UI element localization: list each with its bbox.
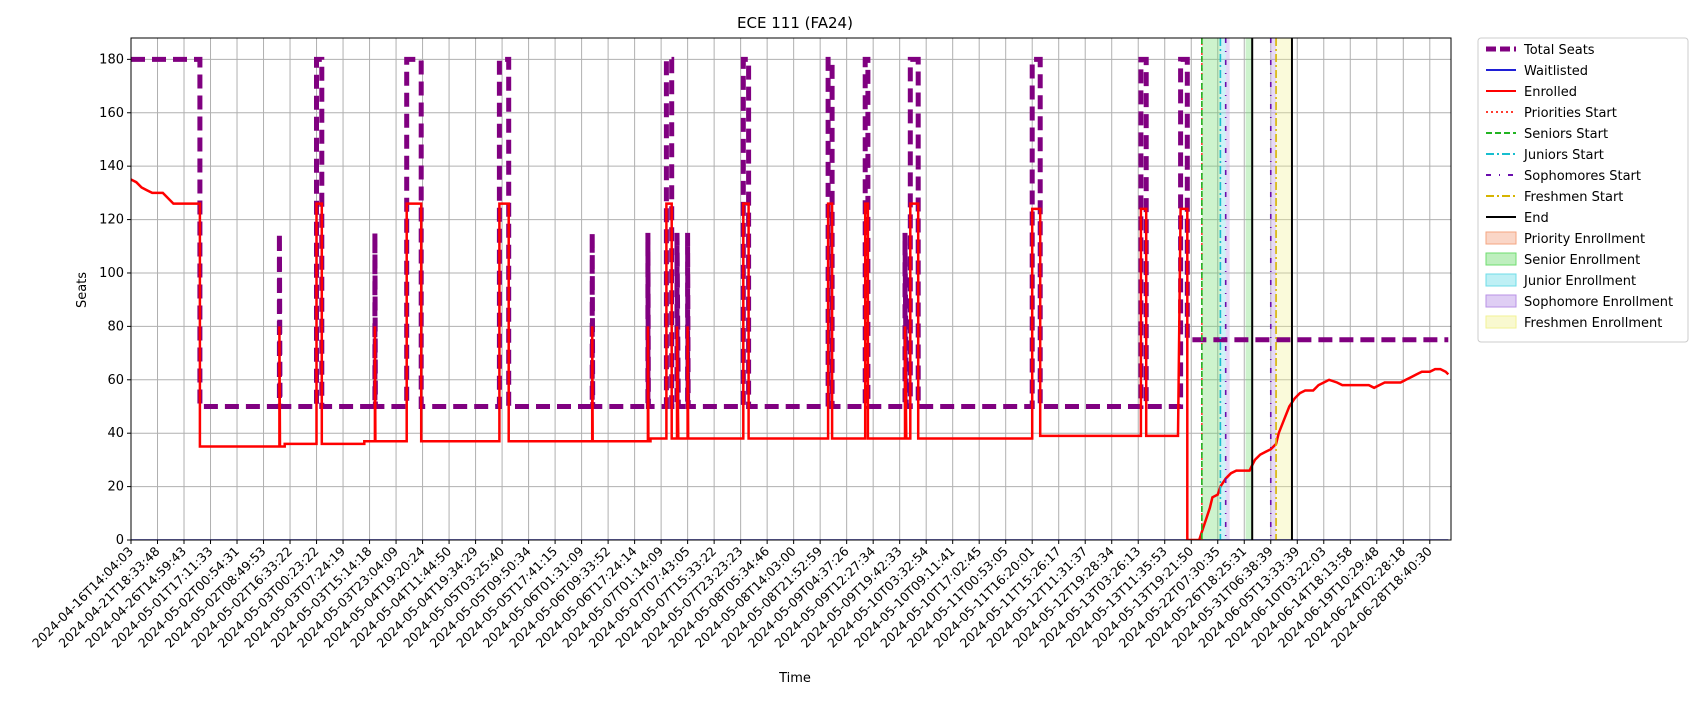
legend-label: End (1524, 211, 1549, 226)
plot-area (131, 38, 1451, 540)
y-tick-label: 60 (107, 373, 124, 388)
legend-label: Sophomores Start (1524, 169, 1641, 184)
y-tick-label: 80 (107, 319, 124, 334)
vertical-markers (1201, 38, 1293, 540)
legend-swatch (1485, 294, 1517, 308)
shaded-region (1245, 38, 1253, 540)
legend-swatch (1485, 252, 1517, 266)
chart-title: ECE 111 (FA24) (737, 14, 853, 32)
legend-label: Freshmen Start (1524, 190, 1623, 205)
plot-background (131, 38, 1451, 540)
legend-label: Seniors Start (1524, 127, 1608, 142)
y-tick-label: 180 (99, 52, 124, 67)
legend-label: Priorities Start (1524, 106, 1617, 121)
shaded-region (1220, 38, 1226, 540)
y-tick-label: 0 (116, 533, 124, 548)
legend-label: Junior Enrollment (1523, 274, 1636, 289)
y-tick-label: 100 (99, 266, 124, 281)
legend: Total Seats Waitlisted Enrolled Priorities … (1477, 37, 1689, 343)
legend-label: Total Seats (1523, 43, 1595, 58)
plot-frame (130, 37, 1452, 541)
x-axis-label: Time (778, 671, 811, 686)
series-line-enrolled (131, 178, 1450, 540)
legend-box (1477, 37, 1689, 343)
legend-label: Juniors Start (1523, 148, 1604, 163)
y-axis-label: Seats (75, 272, 90, 308)
legend-swatch (1485, 315, 1517, 329)
legend-label: Priority Enrollment (1524, 232, 1645, 247)
y-tick-label: 140 (99, 159, 124, 174)
y-tick-label: 40 (107, 426, 124, 441)
legend-label: Enrolled (1524, 85, 1577, 100)
legend-swatch (1485, 231, 1517, 245)
shaded-regions (1201, 38, 1292, 540)
legend-label: Waitlisted (1524, 64, 1588, 79)
y-tick-label: 160 (99, 106, 124, 121)
legend-label: Sophomore Enrollment (1524, 295, 1673, 310)
shaded-region (1276, 38, 1292, 540)
legend-label: Freshmen Enrollment (1524, 316, 1662, 331)
legend-swatch (1485, 273, 1517, 287)
axes: 0204060801001201401601802024-04-16T14:04… (29, 37, 1452, 651)
shaded-region (1225, 38, 1230, 540)
series-group (131, 56, 1450, 540)
shaded-region (1201, 38, 1221, 540)
shaded-region (1270, 38, 1277, 540)
y-tick-label: 120 (99, 213, 124, 228)
legend-label: Senior Enrollment (1524, 253, 1640, 268)
y-tick-label: 20 (107, 480, 124, 495)
